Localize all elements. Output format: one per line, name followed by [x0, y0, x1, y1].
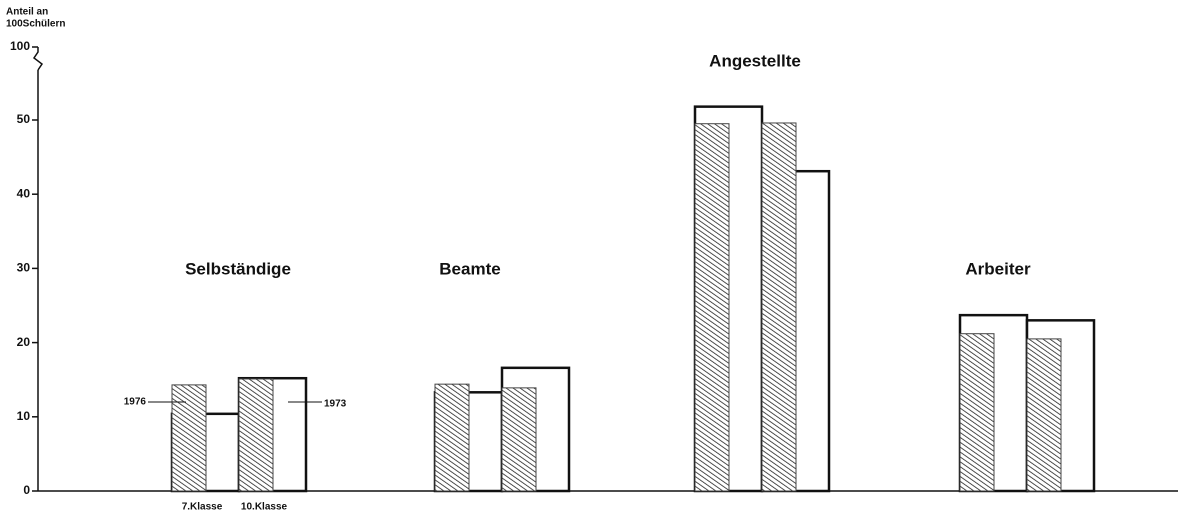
group-label: Selbständige: [185, 259, 291, 278]
group-label: Beamte: [439, 259, 500, 278]
class-label: 7.Klasse: [182, 502, 223, 513]
group-label: Angestellte: [709, 51, 801, 70]
y-label: Anteil an: [6, 7, 48, 18]
bar-1976: [761, 122, 797, 492]
bar-1976: [1026, 338, 1062, 492]
y-tick-label: 30: [17, 261, 31, 275]
bar-1976: [959, 333, 995, 492]
bar-1976: [171, 384, 207, 492]
bar-1976: [238, 378, 274, 492]
y-tick-label: 50: [17, 112, 31, 126]
axis-break: [32, 47, 44, 71]
bar-1976: [434, 383, 470, 492]
bar-1976: [694, 123, 730, 492]
bar-1976: [501, 387, 537, 492]
y-tick-label: 20: [17, 335, 31, 349]
y-label: 100Schülern: [6, 19, 65, 30]
y-tick-label: 10: [17, 409, 31, 423]
y-tick-label: 0: [23, 483, 30, 497]
group-label: Arbeiter: [965, 259, 1031, 278]
series-label: 1976: [124, 397, 147, 408]
y-tick-label: 100: [10, 39, 30, 53]
series-label: 1973: [324, 399, 347, 410]
class-label: 10.Klasse: [241, 502, 288, 513]
y-tick-label: 40: [17, 186, 31, 200]
